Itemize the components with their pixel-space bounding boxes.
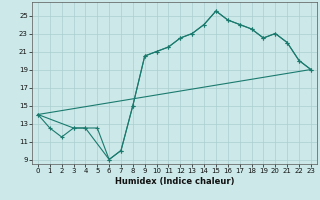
X-axis label: Humidex (Indice chaleur): Humidex (Indice chaleur) xyxy=(115,177,234,186)
